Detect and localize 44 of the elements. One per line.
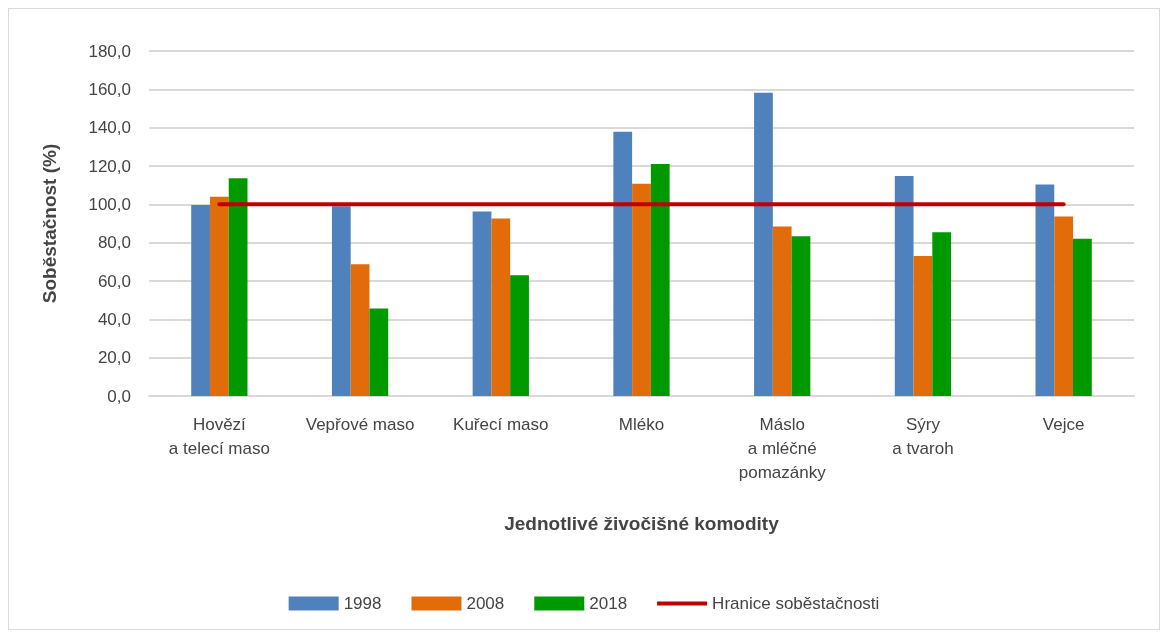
y-tick-label: 140,0 — [88, 118, 131, 138]
y-tick-label: 0,0 — [107, 386, 131, 406]
y-tick-label: 160,0 — [88, 79, 131, 99]
bar — [209, 196, 229, 396]
bar — [331, 206, 351, 396]
bar — [613, 131, 633, 396]
bar — [913, 255, 933, 396]
bar — [650, 163, 670, 396]
bar — [1073, 238, 1092, 396]
x-tick-label: Mléko — [618, 414, 665, 434]
bar — [791, 236, 811, 396]
bar — [632, 183, 651, 396]
bar — [472, 211, 492, 396]
legend-label: 2008 — [466, 594, 505, 613]
y-tick-label: 180,0 — [88, 41, 131, 61]
bar — [510, 275, 529, 396]
legend-label: 1998 — [343, 594, 382, 613]
legend-label: Hranice soběstačnosti — [712, 594, 880, 613]
y-tick-label: 100,0 — [88, 194, 131, 214]
y-tick-label: 20,0 — [97, 348, 131, 368]
bar — [369, 308, 389, 396]
bar — [932, 232, 952, 396]
x-tick-label: Hovězí a telecí maso — [168, 414, 270, 458]
legend-label: 2018 — [589, 594, 628, 613]
x-axis-title: Jednotlivé živočišné komodity — [504, 513, 780, 534]
bar — [228, 178, 248, 396]
bar — [754, 92, 773, 396]
x-tick-label: Vejce — [1042, 414, 1085, 434]
y-tick-label: 80,0 — [97, 233, 131, 253]
bar — [350, 264, 370, 396]
bar — [772, 226, 792, 396]
bar — [894, 175, 914, 396]
y-tick-label: 40,0 — [97, 309, 131, 329]
y-axis-title: Soběstačnost (%) — [39, 143, 60, 304]
y-tick-label: 120,0 — [88, 156, 131, 176]
bar — [491, 218, 511, 396]
bar — [191, 204, 210, 396]
x-tick-label: Sýry a tvaroh — [892, 414, 954, 458]
bar — [1054, 216, 1074, 396]
x-tick-label: Máslo a mléčné pomazánky — [738, 414, 827, 482]
x-tick-label: Vepřové maso — [305, 414, 415, 434]
y-tick-label: 60,0 — [97, 271, 131, 291]
bar — [1035, 184, 1055, 396]
x-tick-label: Kuřecí maso — [453, 414, 549, 434]
